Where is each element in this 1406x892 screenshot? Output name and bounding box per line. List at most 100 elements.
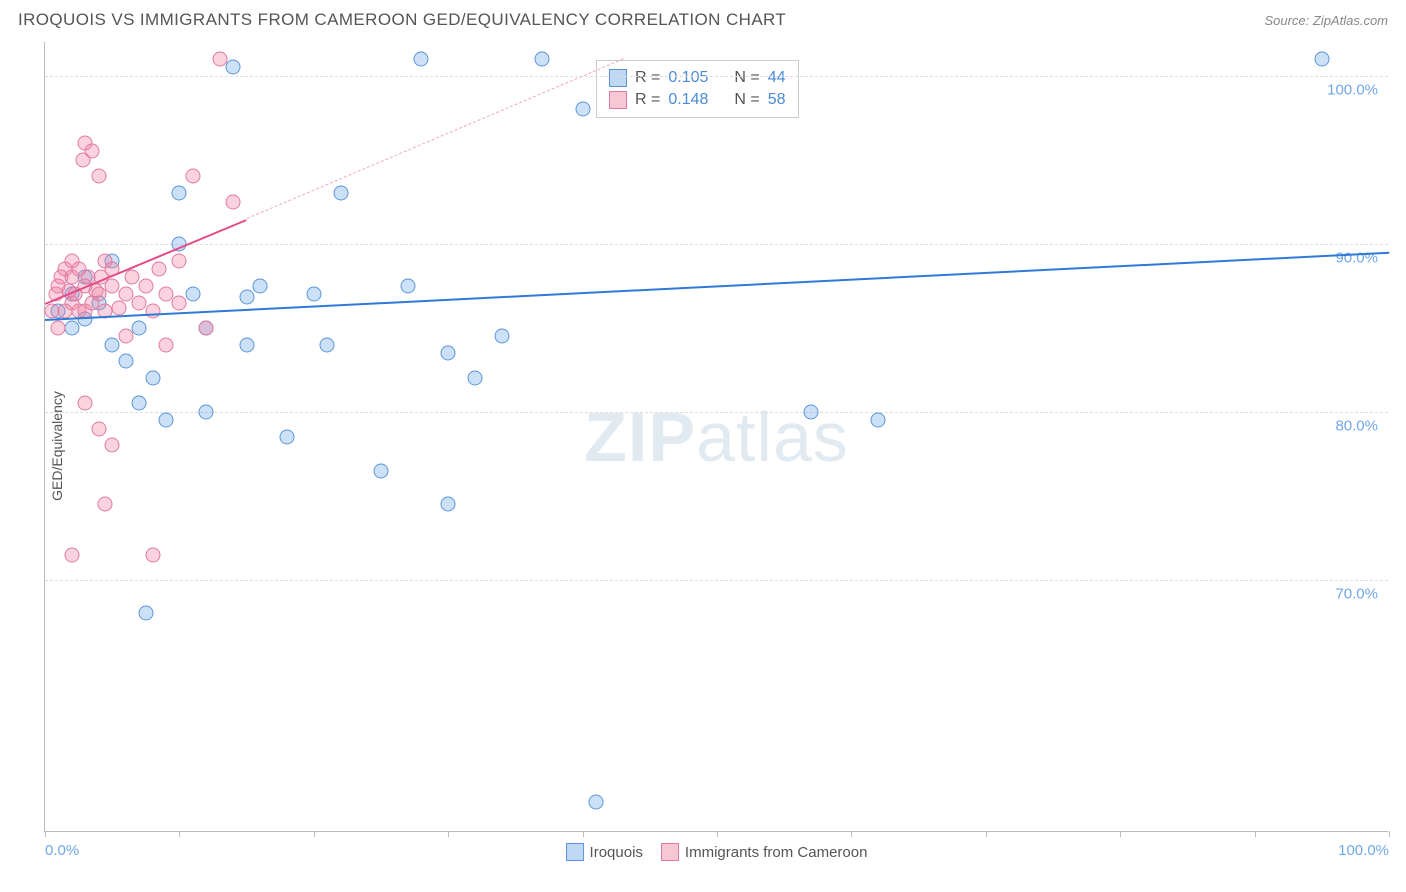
stat-n-label: N = <box>734 69 759 87</box>
gridline <box>45 412 1388 413</box>
scatter-point <box>118 329 133 344</box>
scatter-point <box>441 345 456 360</box>
scatter-point <box>320 337 335 352</box>
source-label: Source: ZipAtlas.com <box>1264 13 1388 28</box>
x-tick <box>1255 831 1256 837</box>
scatter-point <box>1314 51 1329 66</box>
x-tick <box>717 831 718 837</box>
x-tick-label: 100.0% <box>1338 842 1389 859</box>
y-tick-label: 80.0% <box>1335 417 1378 434</box>
swatch-icon <box>609 91 627 109</box>
scatter-point <box>111 300 126 315</box>
stat-r-value: 0.105 <box>668 69 708 87</box>
x-tick <box>851 831 852 837</box>
scatter-point <box>239 290 254 305</box>
scatter-point <box>145 547 160 562</box>
stat-r-label: R = <box>635 69 660 87</box>
x-tick <box>45 831 46 837</box>
scatter-point <box>400 278 415 293</box>
stat-n-value: 44 <box>768 69 786 87</box>
stat-r-value: 0.148 <box>668 91 708 109</box>
scatter-point <box>306 287 321 302</box>
scatter-point <box>199 320 214 335</box>
stat-n-label: N = <box>734 91 759 109</box>
scatter-point <box>158 337 173 352</box>
scatter-point <box>589 794 604 809</box>
scatter-point <box>804 404 819 419</box>
x-tick <box>448 831 449 837</box>
scatter-point <box>145 371 160 386</box>
scatter-point <box>132 396 147 411</box>
scatter-point <box>85 144 100 159</box>
scatter-point <box>152 261 167 276</box>
scatter-point <box>226 60 241 75</box>
scatter-point <box>441 497 456 512</box>
scatter-point <box>279 430 294 445</box>
scatter-point <box>468 371 483 386</box>
scatter-point <box>575 102 590 117</box>
legend-stat-row: R = 0.105 N = 44 <box>609 67 786 89</box>
swatch-icon <box>661 843 679 861</box>
scatter-point <box>118 287 133 302</box>
scatter-point <box>172 253 187 268</box>
swatch-icon <box>566 843 584 861</box>
plot-area: ZIPatlas R =0.105N =44R =0.148N =58 Iroq… <box>44 42 1388 832</box>
scatter-point <box>494 329 509 344</box>
stat-r-label: R = <box>635 91 660 109</box>
legend-item-cameroon: Immigrants from Cameroon <box>661 843 868 861</box>
scatter-point <box>105 337 120 352</box>
x-tick <box>1120 831 1121 837</box>
legend-item-iroquois: Iroquois <box>566 843 643 861</box>
scatter-point <box>138 606 153 621</box>
x-tick <box>179 831 180 837</box>
scatter-point <box>172 295 187 310</box>
scatter-point <box>145 303 160 318</box>
scatter-point <box>105 438 120 453</box>
legend-stat-row: R = 0.148 N = 58 <box>609 89 786 111</box>
scatter-point <box>91 287 106 302</box>
scatter-point <box>185 169 200 184</box>
scatter-point <box>138 278 153 293</box>
scatter-point <box>98 497 113 512</box>
chart-title: IROQUOIS VS IMMIGRANTS FROM CAMEROON GED… <box>18 10 786 30</box>
scatter-point <box>125 270 140 285</box>
x-tick <box>583 831 584 837</box>
scatter-point <box>414 51 429 66</box>
y-tick-label: 100.0% <box>1327 81 1378 98</box>
scatter-point <box>105 278 120 293</box>
scatter-point <box>158 287 173 302</box>
scatter-point <box>239 337 254 352</box>
gridline <box>45 76 1388 77</box>
scatter-point <box>535 51 550 66</box>
scatter-point <box>91 169 106 184</box>
legend-label: Immigrants from Cameroon <box>685 844 868 861</box>
scatter-point <box>118 354 133 369</box>
scatter-point <box>172 186 187 201</box>
gridline <box>45 580 1388 581</box>
legend-label: Iroquois <box>590 844 643 861</box>
scatter-point <box>64 547 79 562</box>
scatter-point <box>91 421 106 436</box>
scatter-point <box>51 320 66 335</box>
legend-stats-box: R = 0.105 N = 44 R = 0.148 N = 58 <box>596 60 799 118</box>
scatter-point <box>871 413 886 428</box>
trend-line <box>45 252 1389 321</box>
trend-line <box>246 59 623 220</box>
stat-n-value: 58 <box>768 91 786 109</box>
gridline <box>45 244 1388 245</box>
scatter-point <box>132 320 147 335</box>
scatter-point <box>212 51 227 66</box>
scatter-point <box>78 396 93 411</box>
scatter-point <box>185 287 200 302</box>
swatch-icon <box>609 69 627 87</box>
y-tick-label: 70.0% <box>1335 585 1378 602</box>
x-tick <box>986 831 987 837</box>
x-tick-label: 0.0% <box>45 842 79 859</box>
scatter-point <box>374 463 389 478</box>
x-tick <box>1389 831 1390 837</box>
x-tick <box>314 831 315 837</box>
scatter-point <box>158 413 173 428</box>
legend-bottom: Iroquois Immigrants from Cameroon <box>566 843 868 861</box>
scatter-point <box>199 404 214 419</box>
scatter-point <box>253 278 268 293</box>
